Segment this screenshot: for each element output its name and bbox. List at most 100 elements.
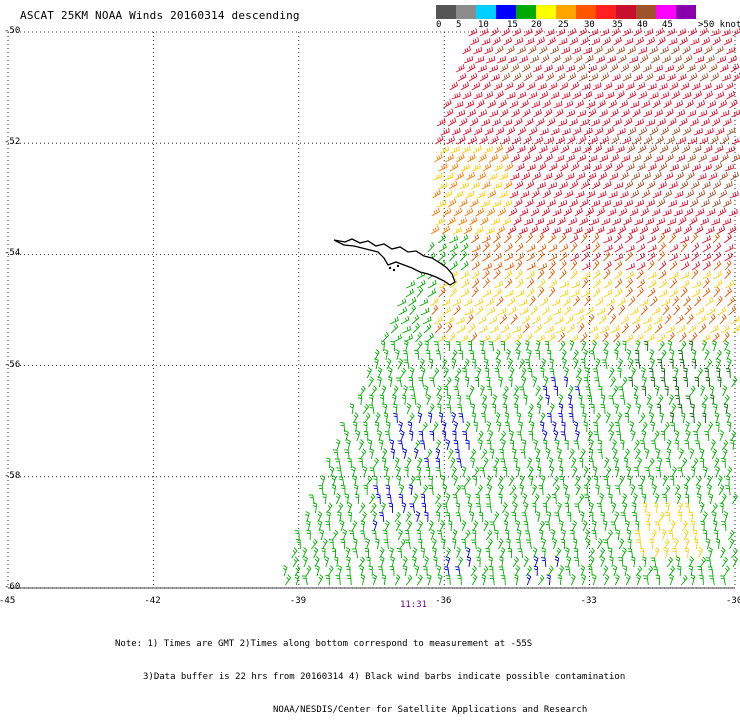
colorbar-tick-label: 0	[436, 20, 442, 30]
wind-barb	[436, 385, 442, 397]
wind-barb	[412, 547, 418, 559]
wind-barb	[669, 82, 679, 91]
wind-barb	[607, 493, 613, 505]
wind-barb	[537, 250, 545, 262]
wind-barb	[485, 547, 491, 559]
wind-barb	[478, 439, 483, 451]
wind-barb	[544, 340, 550, 351]
wind-barb	[588, 547, 595, 559]
wind-barb	[493, 242, 501, 253]
wind-barb	[581, 243, 591, 253]
wind-barb	[627, 46, 636, 55]
wind-barb	[624, 180, 634, 190]
colorbar-tick-label: 10	[478, 20, 489, 30]
wind-barb	[674, 367, 679, 379]
wind-barb	[708, 63, 718, 73]
wind-barb	[370, 502, 377, 514]
wind-barb	[634, 199, 645, 208]
wind-barb	[632, 323, 641, 334]
wind-barb	[407, 421, 413, 433]
wind-barb	[663, 421, 670, 433]
wind-barb	[349, 403, 355, 415]
wind-barb	[443, 367, 449, 379]
wind-barb	[708, 547, 713, 559]
wind-barb	[402, 448, 408, 460]
wind-barb	[616, 127, 626, 136]
wind-barb	[694, 296, 702, 307]
wind-barb	[606, 226, 616, 235]
colorbar-tick-label: 30	[584, 20, 595, 30]
wind-barb	[577, 322, 585, 334]
wind-barb	[449, 260, 458, 271]
wind-barb	[525, 340, 530, 352]
wind-barb	[634, 359, 641, 370]
wind-barb	[613, 233, 622, 244]
wind-barb	[419, 358, 425, 370]
wind-barb	[496, 225, 506, 235]
wind-barb	[657, 181, 667, 190]
wind-barb	[522, 108, 531, 118]
wind-barb	[494, 368, 500, 379]
wind-barb	[512, 136, 522, 145]
wind-barb	[713, 403, 718, 415]
wind-barb	[723, 181, 733, 190]
wind-barb	[672, 295, 680, 307]
wind-barb	[516, 412, 522, 424]
wind-barb	[416, 340, 423, 352]
wind-barb	[721, 135, 730, 145]
wind-barb	[680, 241, 688, 253]
wind-barb	[543, 172, 553, 181]
wind-barb	[636, 287, 644, 298]
wind-barb	[390, 340, 396, 352]
wind-barb	[590, 199, 601, 208]
wind-barb	[588, 458, 594, 469]
wind-barb	[571, 146, 581, 154]
wind-barb	[449, 162, 459, 172]
wind-barb	[715, 45, 724, 55]
wind-barb	[568, 118, 578, 127]
wind-barb	[539, 529, 544, 541]
wind-barb	[451, 92, 461, 100]
wind-barb	[487, 99, 497, 109]
wind-barb	[592, 259, 600, 271]
wind-barb	[614, 253, 624, 262]
wind-barb	[437, 182, 448, 190]
wind-barb	[464, 307, 474, 316]
islet	[396, 264, 400, 268]
wind-barb	[540, 475, 546, 487]
wind-barb	[683, 296, 691, 307]
wind-barb	[403, 385, 408, 397]
wind-barb	[606, 484, 611, 496]
wind-barb	[526, 278, 535, 289]
wind-barb	[670, 349, 675, 361]
wind-barb	[644, 467, 651, 478]
wind-barb	[402, 350, 409, 361]
wind-barb	[658, 269, 667, 280]
wind-barb	[396, 475, 402, 487]
wind-barb	[541, 547, 546, 559]
wind-barb	[397, 529, 403, 541]
wind-barb	[351, 466, 356, 478]
wind-barb	[722, 218, 732, 226]
wind-barb	[577, 109, 587, 118]
wind-barb	[493, 261, 503, 271]
wind-barb	[540, 557, 547, 568]
wind-barb	[528, 475, 534, 487]
wind-barb	[471, 260, 480, 271]
wind-barb	[559, 252, 568, 262]
wind-barb	[620, 512, 627, 523]
wind-barb	[575, 430, 580, 442]
wind-barb	[464, 207, 474, 217]
wind-barb	[484, 91, 494, 100]
wind-barb	[713, 242, 722, 253]
wind-barb	[488, 64, 499, 73]
wind-barb	[623, 199, 634, 208]
wind-barb	[551, 54, 561, 64]
wind-barb	[331, 547, 337, 559]
wind-barb	[487, 484, 493, 496]
wind-barb	[503, 394, 508, 406]
wind-barb	[329, 466, 335, 478]
wind-barb	[542, 99, 551, 109]
wind-barb	[674, 190, 684, 199]
wind-barb	[534, 136, 544, 145]
